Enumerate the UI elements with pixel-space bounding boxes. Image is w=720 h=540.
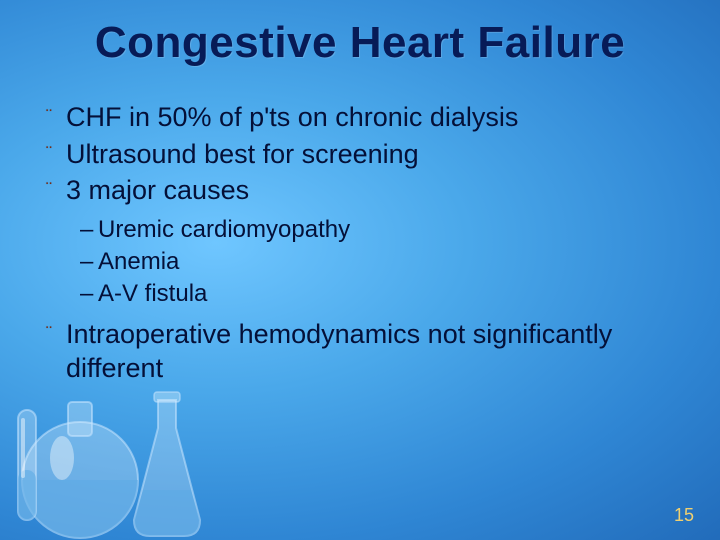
sub-bullet-text: Anemia [98,246,179,278]
slide-body: ¨ CHF in 50% of p'ts on chronic dialysis… [46,100,680,388]
slide: Congestive Heart Failure ¨ CHF in 50% of… [0,0,720,540]
diamond-bullet-icon: ¨ [46,173,66,205]
sub-bullet-item: – Anemia [80,246,680,278]
dash-icon: – [80,214,98,246]
bullet-text: 3 major causes [66,173,680,208]
bullet-text: Ultrasound best for screening [66,137,680,172]
sub-bullet-text: A-V fistula [98,278,207,310]
dash-icon: – [80,246,98,278]
bullet-item: ¨ CHF in 50% of p'ts on chronic dialysis [46,100,680,135]
sub-bullet-item: – Uremic cardiomyopathy [80,214,680,246]
sub-bullet-item: – A-V fistula [80,278,680,310]
slide-title: Congestive Heart Failure [0,18,720,68]
bullet-item: ¨ Ultrasound best for screening [46,137,680,172]
diamond-bullet-icon: ¨ [46,317,66,349]
sub-bullet-text: Uremic cardiomyopathy [98,214,350,246]
sub-bullet-list: – Uremic cardiomyopathy – Anemia – A-V f… [80,214,680,311]
bullet-item: ¨ Intraoperative hemodynamics not signif… [46,317,680,386]
diamond-bullet-icon: ¨ [46,137,66,169]
bullet-item: ¨ 3 major causes [46,173,680,208]
bullet-text: CHF in 50% of p'ts on chronic dialysis [66,100,680,135]
diamond-bullet-icon: ¨ [46,100,66,132]
page-number: 15 [674,505,694,526]
bullet-text: Intraoperative hemodynamics not signific… [66,317,680,386]
dash-icon: – [80,278,98,310]
